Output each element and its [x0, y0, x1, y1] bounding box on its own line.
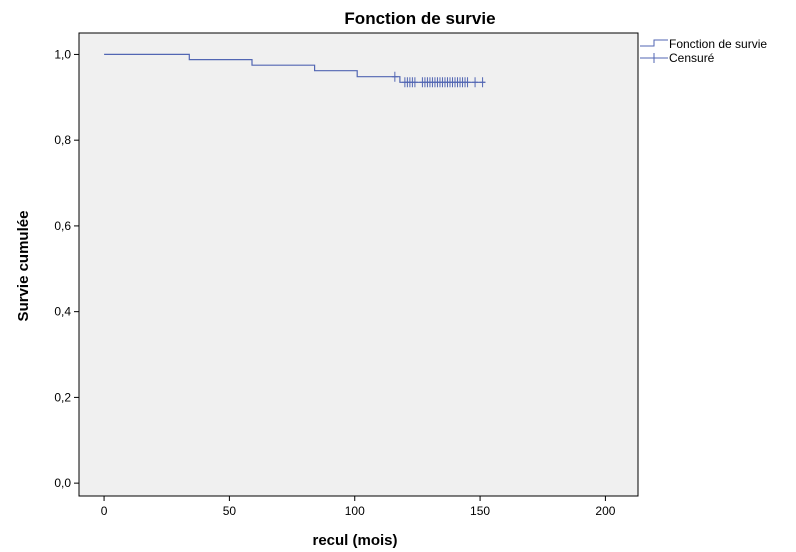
axis-layer: 0 50 100 150 200 0,0 0,2 0,4 0,6 0,8 1,0 — [54, 47, 615, 518]
x-tick-label: 150 — [470, 504, 490, 518]
legend-survival-label: Fonction de survie — [669, 37, 767, 51]
series-layer — [104, 53, 486, 88]
censored-marker — [479, 77, 486, 88]
censored-marker — [472, 77, 479, 88]
legend-survival-symbol — [640, 39, 668, 47]
x-axis-label: recul (mois) — [312, 532, 397, 549]
y-tick-label: 0,4 — [54, 305, 71, 319]
x-tick-label: 0 — [101, 504, 108, 518]
y-tick-label: 0,2 — [54, 390, 71, 404]
survival-step-line — [104, 53, 486, 83]
legend-censored-label: Censuré — [669, 51, 715, 65]
legend: Fonction de survie Censuré — [640, 37, 767, 65]
y-tick-label: 1,0 — [54, 47, 71, 61]
x-tick-label: 50 — [223, 504, 237, 518]
x-tick-label: 200 — [595, 504, 615, 518]
y-tick-label: 0,6 — [54, 219, 71, 233]
censored-marker — [391, 71, 398, 82]
censored-marker — [464, 77, 471, 88]
y-tick-label: 0,0 — [54, 476, 71, 490]
y-tick-label: 0,8 — [54, 133, 71, 147]
legend-censored-symbol — [640, 53, 668, 63]
chart-title: Fonction de survie — [344, 9, 495, 28]
y-axis-label: Survie cumulée — [15, 211, 32, 322]
censored-marker — [411, 77, 418, 88]
plot-area — [78, 32, 639, 497]
x-tick-label: 100 — [345, 504, 365, 518]
